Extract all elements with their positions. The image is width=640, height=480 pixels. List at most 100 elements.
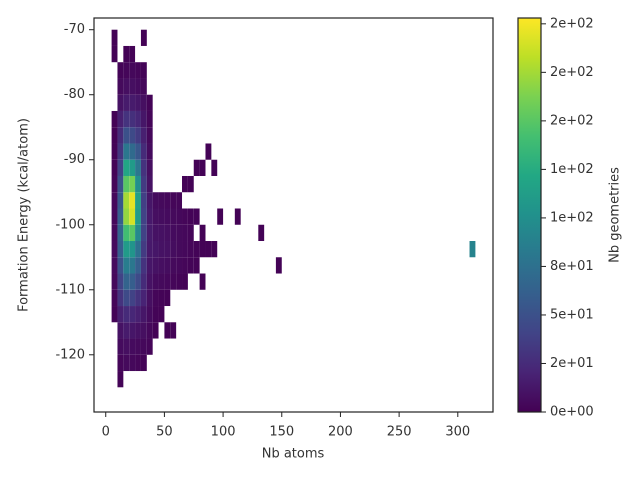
heatmap-cell xyxy=(199,159,206,176)
heatmap-cell xyxy=(140,208,147,225)
heatmap-cell xyxy=(152,208,159,225)
x-tick-label: 0 xyxy=(102,425,110,440)
heatmap-cell xyxy=(117,208,124,225)
heatmap-cell xyxy=(140,159,147,176)
heatmap-cell xyxy=(123,306,130,323)
heatmap-cell xyxy=(140,110,147,128)
heatmap-cell xyxy=(117,289,124,307)
heatmap-cell xyxy=(140,143,147,160)
heatmap-cell xyxy=(123,62,130,79)
heatmap-cell xyxy=(187,208,194,225)
heatmap-cell xyxy=(111,45,118,63)
heatmap-cell xyxy=(123,338,130,355)
heatmap-cell xyxy=(187,175,194,193)
heatmap-cell xyxy=(158,208,165,225)
heatmap-cell xyxy=(123,208,130,225)
heatmap-cell xyxy=(182,175,188,193)
heatmap-cell xyxy=(170,224,177,242)
heatmap-cell xyxy=(117,94,124,111)
heatmap-cell xyxy=(146,289,153,307)
heatmap-cell xyxy=(164,224,171,242)
heatmap-cell xyxy=(193,257,200,274)
heatmap-cell xyxy=(140,289,147,307)
heatmap-cell xyxy=(117,78,124,95)
heatmap-cell xyxy=(182,241,188,258)
heatmap-cell xyxy=(140,224,147,242)
heatmap-cell xyxy=(135,208,141,225)
heatmap-cell xyxy=(135,62,141,79)
heatmap-cell xyxy=(111,159,118,176)
heatmap-cell xyxy=(123,224,130,242)
heatmap-cell xyxy=(199,224,206,242)
y-tick-label: -110 xyxy=(55,282,85,297)
heatmap-cell xyxy=(146,143,153,160)
heatmap-cell xyxy=(164,241,171,258)
heatmap-cell xyxy=(140,78,147,95)
heatmap-cell xyxy=(146,273,153,290)
heatmap-cell xyxy=(193,208,200,225)
y-tick-label: -70 xyxy=(64,22,85,37)
heatmap-cell xyxy=(111,110,118,128)
heatmap-cell xyxy=(123,192,130,209)
heatmap-cell xyxy=(158,241,165,258)
heatmap-cell xyxy=(146,94,153,111)
heatmap-cell xyxy=(123,289,130,307)
heatmap-cell xyxy=(140,273,147,290)
heatmap-cell xyxy=(111,175,118,193)
heatmap-cell xyxy=(146,175,153,193)
heatmap-cell xyxy=(176,208,183,225)
heatmap-cell xyxy=(211,241,218,258)
heatmap-cell xyxy=(146,127,153,144)
heatmap-cell xyxy=(111,257,118,274)
heatmap-cell xyxy=(182,257,188,274)
x-tick-label: 300 xyxy=(445,425,470,440)
heatmap-cell xyxy=(135,143,141,160)
heatmap-cell xyxy=(170,273,177,290)
heatmap-cell xyxy=(129,45,136,63)
colorbar-tick-label: 1e+02 xyxy=(550,210,594,225)
x-axis-label: Nb atoms xyxy=(262,447,325,462)
heatmap-cell xyxy=(152,306,159,323)
heatmap-cell xyxy=(129,322,136,339)
heatmap-cell xyxy=(217,208,224,225)
heatmap-cell xyxy=(129,208,136,225)
colorbar-tick-label: 1e+02 xyxy=(550,162,594,177)
heatmap-cell xyxy=(170,208,177,225)
y-tick-label: -90 xyxy=(64,152,85,167)
heatmap-cell xyxy=(182,224,188,242)
heatmap-cell xyxy=(129,257,136,274)
heatmap-cell xyxy=(152,289,159,307)
heatmap-cell xyxy=(129,354,136,372)
heatmap-cell xyxy=(135,175,141,193)
y-tick-label: -80 xyxy=(64,87,85,102)
heatmap-cell xyxy=(258,224,265,242)
heatmap-cell xyxy=(135,338,141,355)
heatmap-cell xyxy=(129,110,136,128)
heatmap-cell xyxy=(193,159,200,176)
heatmap-cell xyxy=(146,241,153,258)
heatmap-cell xyxy=(170,322,177,339)
heatmap-cell xyxy=(164,192,171,209)
heatmap-cell xyxy=(135,127,141,144)
heatmap-cell xyxy=(211,159,218,176)
heatmap-cell xyxy=(176,257,183,274)
heatmap-cell xyxy=(164,289,171,307)
heatmap-cell xyxy=(117,322,124,339)
colorbar-tick-label: 0e+00 xyxy=(550,405,594,420)
heatmap-cell xyxy=(152,322,159,339)
heatmap-cell xyxy=(140,29,147,46)
heatmap-cell xyxy=(158,224,165,242)
heatmap-cell xyxy=(140,354,147,372)
heatmap-cell xyxy=(123,110,130,128)
x-tick-label: 250 xyxy=(387,425,412,440)
heatmap-cell xyxy=(170,192,177,209)
heatmap-cell xyxy=(135,273,141,290)
heatmap-cell xyxy=(123,241,130,258)
heatmap-cell xyxy=(111,143,118,160)
heatmap-cell xyxy=(129,273,136,290)
heatmap-cell xyxy=(193,241,200,258)
heatmap-cell xyxy=(123,354,130,372)
heatmap-cell xyxy=(111,192,118,209)
heatmap-cell xyxy=(123,257,130,274)
